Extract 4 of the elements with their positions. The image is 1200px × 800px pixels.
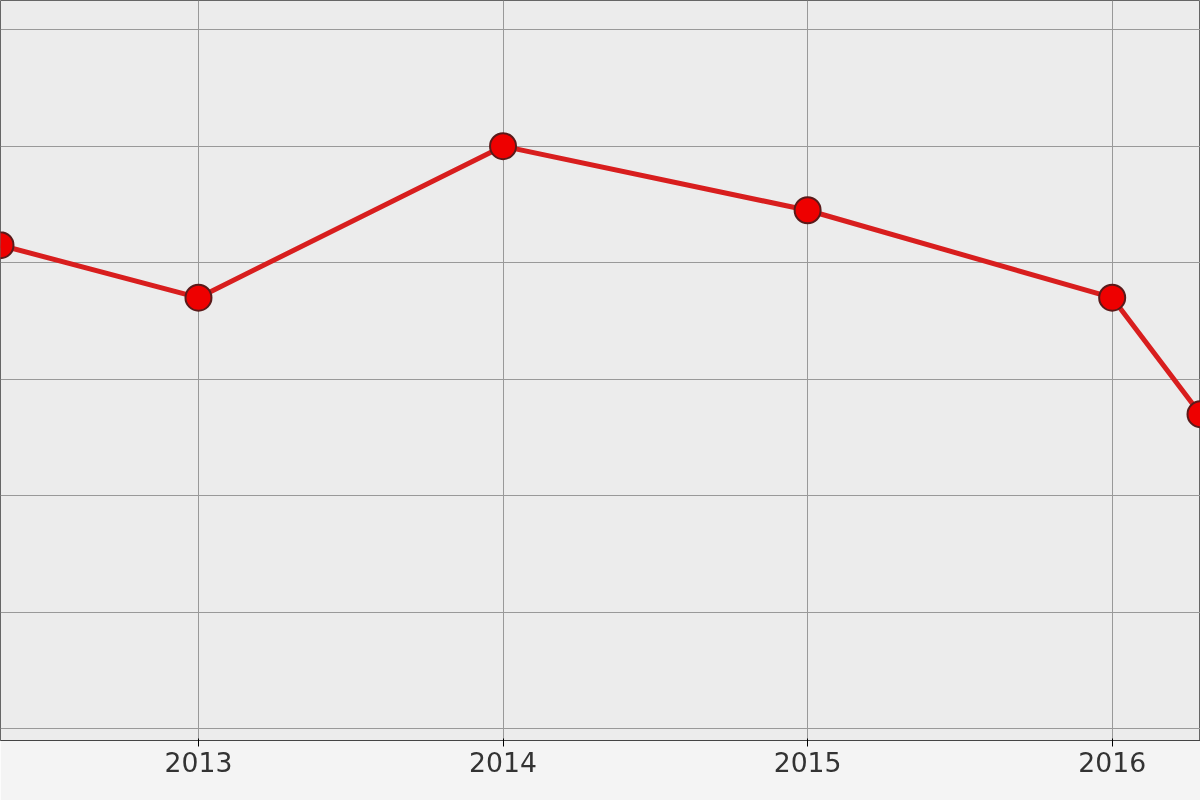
x-tick-label: 2014: [469, 746, 537, 778]
x-tick-label: 2015: [773, 746, 842, 778]
x-tick-label: 2016: [1078, 746, 1147, 778]
x-tick-label: 2013: [164, 746, 233, 778]
